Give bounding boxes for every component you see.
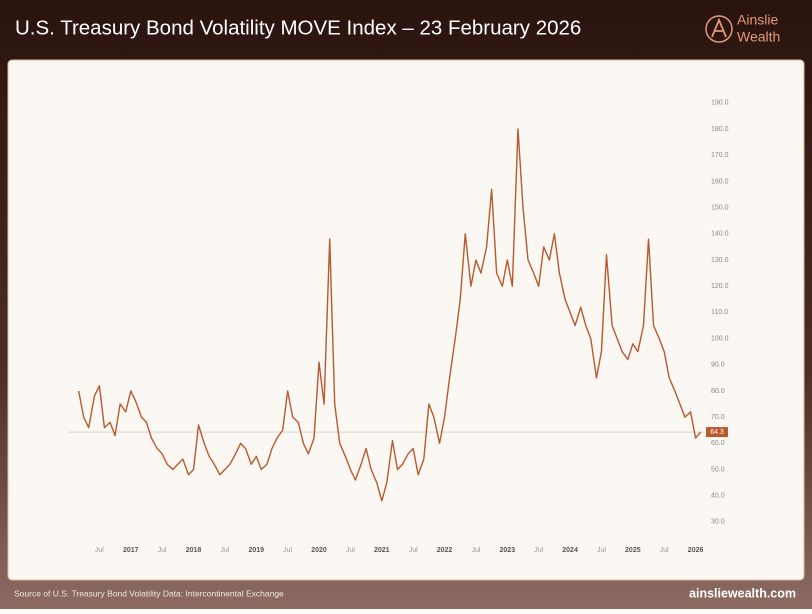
y-tick-label: 70.0 — [711, 414, 725, 421]
x-tick-label: Jul — [597, 547, 606, 554]
x-tick-label: 2022 — [437, 547, 453, 554]
y-tick-label: 40.0 — [711, 493, 725, 500]
y-tick-label: 90.0 — [711, 362, 725, 369]
x-tick-label: 2018 — [186, 547, 202, 554]
y-tick-label: 170.0 — [711, 152, 729, 159]
chart-panel — [7, 59, 805, 581]
x-tick-label: Jul — [471, 547, 480, 554]
logo-circle — [705, 15, 733, 43]
chart-title: U.S. Treasury Bond Volatility MOVE Index… — [15, 16, 581, 39]
x-tick-label: Jul — [409, 547, 418, 554]
y-tick-label: 160.0 — [711, 178, 729, 185]
x-tick-label: Jul — [534, 547, 543, 554]
y-tick-label: 60.0 — [711, 440, 725, 447]
x-tick-label: Jul — [346, 547, 355, 554]
x-tick-label: Jul — [283, 547, 292, 554]
y-tick-label: 80.0 — [711, 388, 725, 395]
x-tick-label: 2023 — [500, 547, 516, 554]
source-note: Source of U.S. Treasury Bond Volatility … — [14, 588, 284, 598]
current-value-box — [706, 427, 728, 438]
x-tick-label: Jul — [660, 547, 669, 554]
x-tick-label: 2021 — [374, 547, 390, 554]
y-tick-label: 30.0 — [711, 519, 725, 526]
y-tick-label: 150.0 — [711, 204, 729, 211]
y-tick-label: 130.0 — [711, 257, 729, 264]
y-tick-label: 50.0 — [711, 466, 725, 473]
x-tick-label: Jul — [95, 547, 104, 554]
x-tick-label: 2019 — [248, 547, 264, 554]
brand-line: Wealth — [737, 29, 780, 45]
y-tick-label: 180.0 — [711, 126, 729, 133]
logo — [705, 15, 733, 43]
x-tick-label: 2026 — [688, 547, 704, 554]
x-tick-label: 2025 — [625, 547, 641, 554]
x-tick-label: 2017 — [123, 547, 139, 554]
y-tick-label: 190.0 — [711, 100, 729, 107]
y-tick-label: 140.0 — [711, 231, 729, 238]
website: ainsliewealth.com — [689, 586, 796, 600]
logo-mark — [711, 17, 727, 38]
brand-line: Ainslie — [737, 12, 778, 28]
series-line — [77, 128, 702, 502]
x-tick-label: Jul — [220, 547, 229, 554]
x-tick-label: 2020 — [311, 547, 327, 554]
y-tick-label: 110.0 — [711, 309, 728, 316]
x-tick-label: Jul — [158, 547, 167, 554]
y-tick-label: 100.0 — [711, 335, 729, 342]
y-tick-label: 120.0 — [711, 283, 729, 290]
current-value-label: 64.3 — [710, 429, 724, 436]
x-tick-label: 2024 — [562, 547, 578, 554]
